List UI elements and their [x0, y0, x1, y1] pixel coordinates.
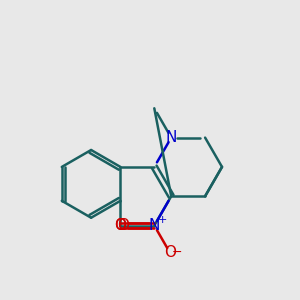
Text: −: −: [172, 245, 182, 259]
Text: O: O: [114, 218, 126, 233]
Text: O: O: [117, 218, 129, 233]
Text: N: N: [166, 130, 177, 145]
Text: +: +: [158, 215, 167, 225]
Text: N: N: [148, 218, 160, 233]
Text: O: O: [114, 218, 126, 233]
Text: O: O: [164, 245, 176, 260]
